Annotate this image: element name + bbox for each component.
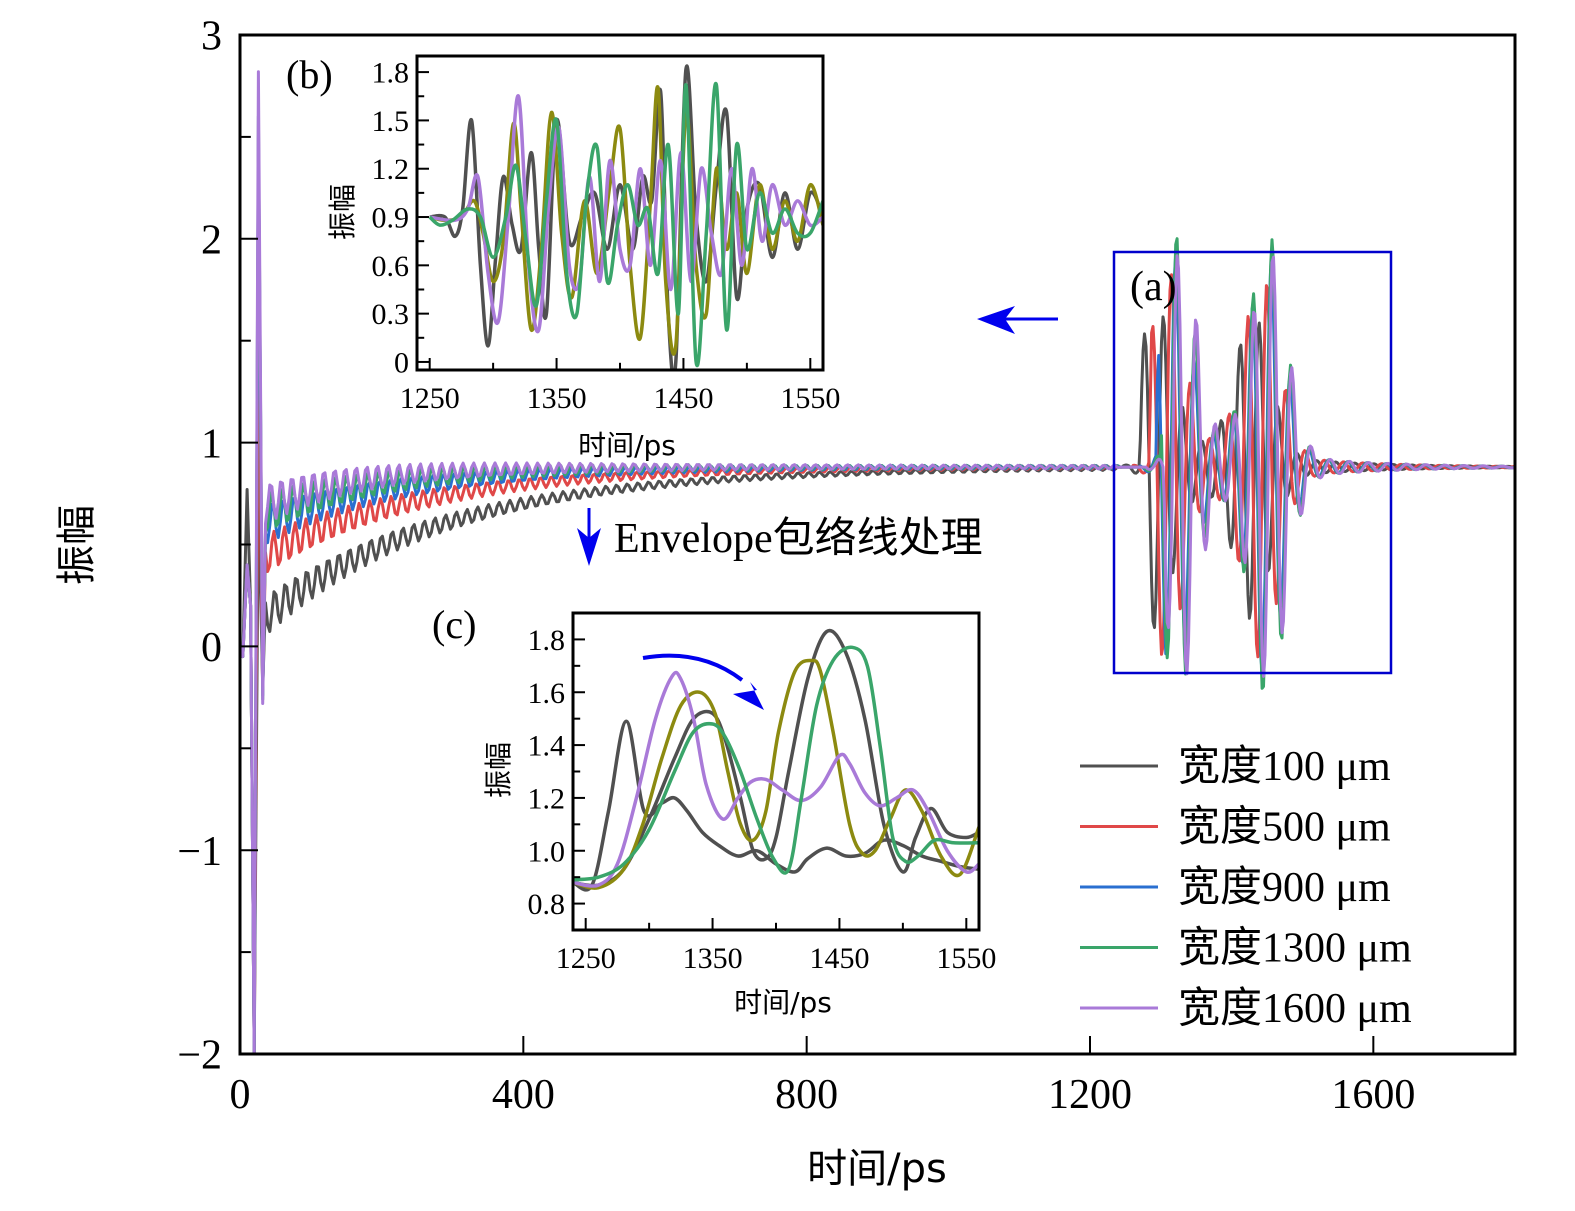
y-tick-label: −2 (177, 1033, 222, 1079)
y-tick-label: 1.6 (528, 677, 566, 710)
inset-series-line (573, 645, 979, 882)
legend-label: 宽度500 μm (1178, 804, 1391, 851)
main-plot: 0 400 800 1200 1600 3 2 1 0 −1 −2 时间/ps 振幅 (a) Env… (54, 14, 1517, 1192)
inset-c-ticks (573, 612, 968, 930)
y-tick-label: 1.8 (528, 624, 566, 657)
y-tick-label: 2 (201, 218, 222, 264)
inset-c-tick-labels: 1250 1350 1450 1550 0.8 1.0 1.2 1.4 1.6 1.8 (528, 624, 997, 975)
main-x-axis-label: 时间/ps (807, 1146, 947, 1192)
y-tick-label: 1 (201, 421, 222, 467)
main-axis-ticks (239, 34, 1375, 1055)
inset-b-panel-label: (b) (286, 52, 333, 97)
highlight-box-a (1112, 250, 1393, 675)
inset-b-series-group (428, 64, 823, 370)
inset-b-x-axis-label: 时间/ps (578, 429, 676, 462)
left-arrow-icon (977, 306, 1058, 334)
inset-series-line (573, 628, 979, 888)
y-tick-label: 1.0 (528, 835, 566, 868)
y-tick-label: 0.8 (528, 888, 566, 921)
y-tick-label: −1 (177, 829, 222, 875)
inset-series-line (429, 94, 823, 334)
y-tick-label: 0.3 (372, 298, 410, 331)
inset-series-line (428, 81, 823, 367)
main-series-group (240, 70, 1515, 1054)
envelope-label: Envelope包络线处理 (614, 515, 983, 562)
inset-series-line (573, 670, 979, 888)
x-tick-label: 1600 (1331, 1072, 1415, 1118)
inset-b-ticks (417, 71, 812, 370)
x-tick-label: 1550 (780, 382, 840, 415)
legend-label: 宽度1300 μm (1178, 925, 1412, 972)
legend-label: 宽度900 μm (1178, 864, 1391, 911)
x-tick-label: 1350 (683, 942, 743, 975)
inset-c-background (573, 613, 979, 930)
inset-c-x-axis-label: 时间/ps (734, 986, 832, 1019)
y-tick-label: 0.6 (372, 250, 410, 283)
legend-label: 宽度1600 μm (1178, 985, 1412, 1032)
inset-c-y-axis-label: 振幅 (482, 742, 515, 798)
x-tick-label: 800 (775, 1072, 838, 1118)
legend-label: 宽度100 μm (1178, 743, 1391, 790)
inset-b-y-axis-label: 振幅 (326, 184, 359, 240)
inset-c-panel-label: (c) (432, 602, 476, 647)
y-tick-label: 1.4 (528, 730, 566, 763)
inset-c-series-group (573, 628, 979, 892)
inset-series-line (573, 719, 979, 892)
x-tick-label: 1250 (556, 942, 616, 975)
x-tick-label: 1550 (936, 942, 996, 975)
x-tick-label: 1350 (527, 382, 587, 415)
y-tick-label: 1.5 (372, 105, 410, 138)
x-tick-label: 1250 (400, 382, 460, 415)
y-tick-label: 1.8 (372, 57, 410, 90)
main-series-line (240, 70, 1515, 1054)
y-tick-label: 1.2 (528, 782, 566, 815)
x-tick-label: 400 (492, 1072, 555, 1118)
down-arrow-icon (577, 508, 601, 566)
y-tick-label: 0 (201, 625, 222, 671)
y-tick-label: 0 (394, 346, 409, 379)
y-tick-label: 1.2 (372, 153, 410, 186)
legend: 宽度100 μm 宽度500 μm 宽度900 μm 宽度1300 μm 宽度1600 … (1080, 743, 1412, 1032)
main-y-axis-label: 振幅 (54, 505, 100, 585)
x-tick-label: 0 (230, 1072, 251, 1118)
x-tick-label: 1450 (653, 382, 713, 415)
x-tick-label: 1450 (809, 942, 869, 975)
x-tick-label: 1200 (1048, 1072, 1132, 1118)
y-tick-label: 0.9 (372, 202, 410, 235)
inset-b-tick-labels: 1250 1350 1450 1550 0 0.3 0.6 0.9 1.2 1.5 1.8 (372, 57, 841, 415)
panel-label-a: (a) (1130, 264, 1177, 310)
curved-arrow-icon (642, 653, 764, 710)
main-tick-labels: 0 400 800 1200 1600 3 2 1 0 −1 −2 (177, 14, 1415, 1118)
inset-c: 1250 1350 1450 1550 0.8 1.0 1.2 1.4 1.6 1.8 (c) 时… (432, 602, 996, 1019)
y-tick-label: 3 (201, 14, 222, 60)
